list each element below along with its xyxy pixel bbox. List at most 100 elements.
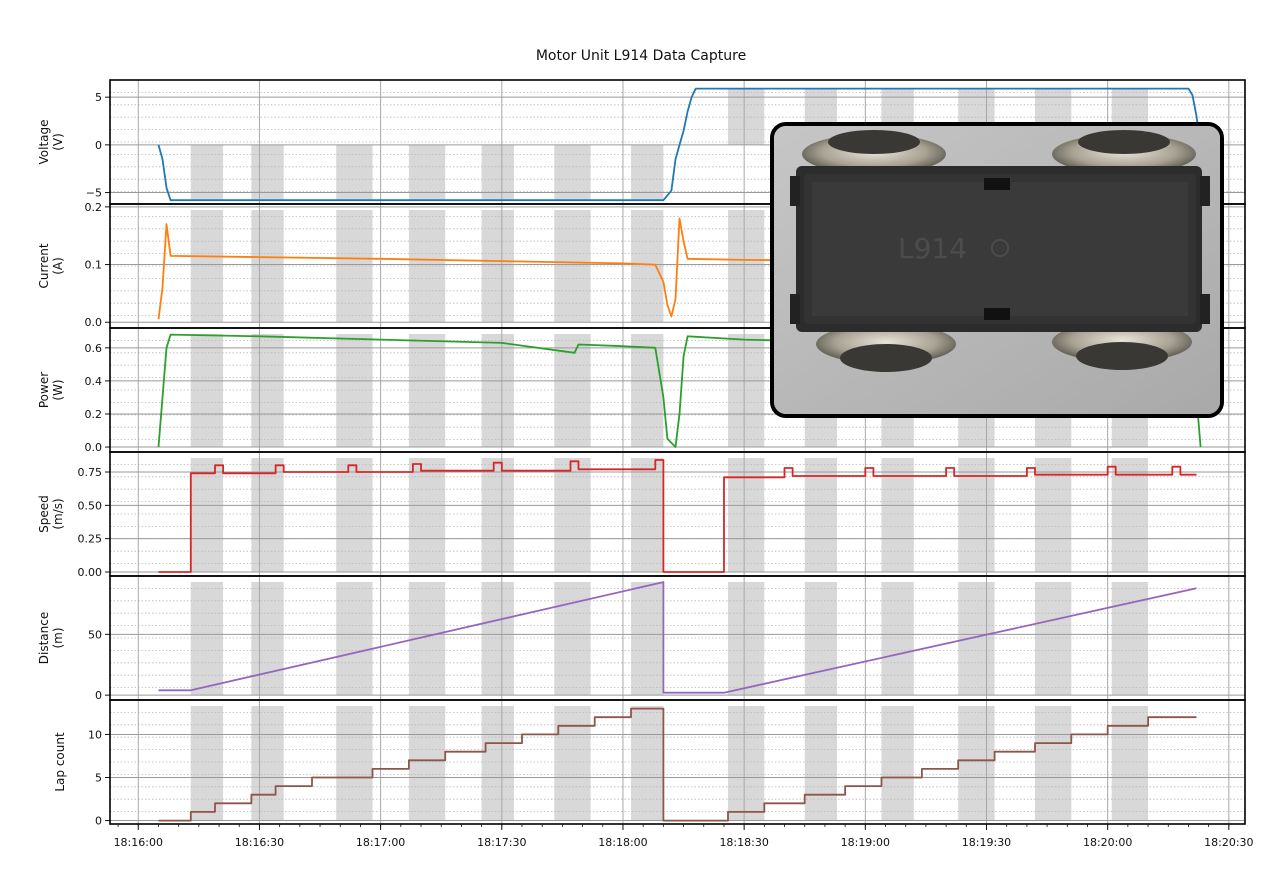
y-tick-label: 10 [88, 728, 102, 741]
shaded-interval [251, 458, 284, 572]
shaded-interval [1111, 582, 1149, 696]
y-axis-label: Speed(m/s) [37, 495, 65, 533]
y-tick-label: 5 [95, 91, 102, 104]
shaded-interval [631, 334, 664, 448]
shaded-interval [190, 144, 224, 201]
shaded-interval [1034, 706, 1072, 821]
wheel-icon [1052, 130, 1196, 174]
shaded-interval [727, 88, 765, 145]
shaded-interval [554, 706, 591, 821]
y-tick-label: 0.6 [85, 342, 103, 355]
y-tick-label: 5 [95, 772, 102, 785]
y-axis-label: Voltage(V) [37, 119, 65, 164]
shaded-interval [481, 458, 514, 572]
y-axis-label: Distance(m) [37, 612, 65, 664]
shaded-interval [336, 706, 373, 821]
shaded-interval [481, 144, 514, 201]
y-tick-label: 0 [95, 139, 102, 152]
series-line [158, 707, 1197, 822]
y-tick-label: 0.75 [78, 466, 103, 479]
y-axis-label-line: Lap count [53, 732, 67, 792]
shaded-interval [336, 334, 373, 448]
x-tick-label: 18:19:00 [841, 836, 890, 849]
series-line [158, 581, 1197, 694]
shaded-interval [958, 582, 995, 696]
y-tick-label: 0.0 [85, 441, 103, 454]
shaded-interval [1111, 706, 1149, 821]
photo-label: L914 [898, 232, 967, 265]
y-axis-label-line: Speed [37, 495, 51, 533]
shaded-interval [554, 458, 591, 572]
panel-4: 0.00 0.25 0.50 0.75 Speed(m/s) [37, 451, 1246, 579]
shaded-interval [881, 706, 914, 821]
shaded-interval [190, 458, 224, 572]
panel-6: 0 5 10 Lap count [53, 699, 1246, 828]
y-axis-label-line: (W) [51, 379, 65, 400]
wheel-icon [816, 324, 956, 372]
x-tick-label: 18:18:00 [598, 836, 647, 849]
shaded-interval [727, 458, 765, 572]
y-axis-label: Lap count [53, 732, 67, 792]
shaded-interval [804, 706, 838, 821]
wheel-icon [802, 130, 946, 174]
shaded-interval [881, 582, 914, 696]
x-tick-label: 18:17:00 [356, 836, 405, 849]
shaded-interval [190, 334, 224, 448]
y-axis-label: Current(A) [37, 243, 65, 288]
shaded-interval [408, 334, 446, 448]
x-tick-label: 18:20:00 [1083, 836, 1132, 849]
y-tick-label: 0.2 [85, 408, 103, 421]
y-tick-label: −5 [86, 187, 102, 200]
shaded-interval [554, 582, 591, 696]
shaded-interval [408, 458, 446, 572]
y-tick-label: 0.0 [85, 316, 103, 329]
shaded-interval [481, 706, 514, 821]
panel-5: 0 50 Distance(m) [37, 575, 1246, 702]
shaded-interval [190, 706, 224, 821]
y-tick-label: 0.25 [78, 533, 103, 546]
shaded-interval [804, 582, 838, 696]
y-axis-label-line: Distance [37, 612, 51, 664]
shaded-interval [1034, 582, 1072, 696]
x-axis: 18:16:00 18:16:30 18:17:00 18:17:30 18:18:00… [114, 824, 1254, 849]
y-tick-label: 0.2 [85, 201, 103, 214]
panel-frame [109, 699, 1246, 825]
x-tick-label: 18:19:30 [962, 836, 1011, 849]
inset-photo: L914 [770, 122, 1224, 418]
y-axis-label-line: (V) [51, 133, 65, 151]
y-axis-label-line: Current [37, 243, 51, 288]
shaded-interval [958, 706, 995, 821]
y-tick-label: 0.1 [85, 259, 103, 272]
y-tick-label: 50 [88, 628, 102, 641]
y-axis-label: Power(W) [37, 372, 65, 408]
shaded-interval [631, 582, 664, 696]
x-tick-label: 18:20:30 [1204, 836, 1253, 849]
shaded-interval [190, 582, 224, 696]
shaded-interval [481, 582, 514, 696]
x-tick-label: 18:18:30 [719, 836, 768, 849]
y-tick-label: 0.50 [78, 499, 103, 512]
shaded-interval [251, 334, 284, 448]
shaded-interval [631, 706, 664, 821]
series-line [158, 459, 1197, 573]
shaded-interval [251, 706, 284, 821]
y-axis-label-line: (A) [51, 257, 65, 275]
shaded-interval [336, 458, 373, 572]
shaded-interval [727, 334, 765, 448]
x-tick-label: 18:16:00 [114, 836, 163, 849]
shaded-interval [481, 210, 514, 323]
y-axis-label-line: (m) [51, 627, 65, 648]
shaded-interval [727, 706, 765, 821]
y-axis-label-line: (m/s) [51, 498, 65, 529]
y-tick-label: 0.4 [85, 375, 103, 388]
x-tick-label: 18:17:30 [477, 836, 526, 849]
y-axis-label-line: Voltage [37, 119, 51, 164]
shaded-interval [336, 582, 373, 696]
y-axis-label-line: Power [37, 372, 51, 408]
y-tick-label: 0 [95, 815, 102, 828]
chart-title: Motor Unit L914 Data Capture [536, 48, 746, 64]
shaded-interval [408, 706, 446, 821]
shaded-interval [190, 210, 224, 323]
y-tick-label: 0 [95, 689, 102, 702]
series-line [157, 87, 1202, 202]
